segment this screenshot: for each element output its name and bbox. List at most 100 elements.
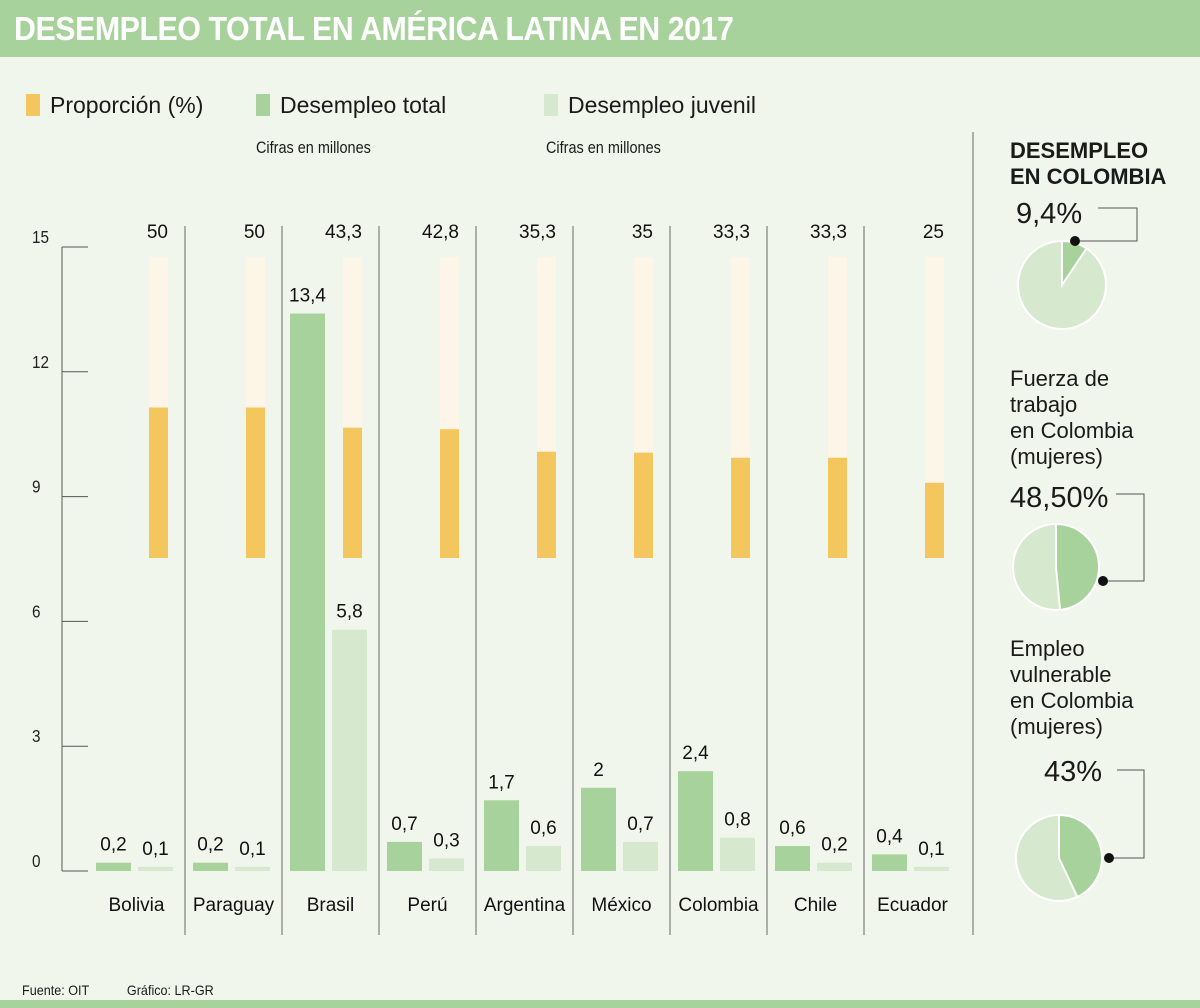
proporcion-bar <box>246 407 265 558</box>
juvenil-bar <box>235 866 270 871</box>
legend-label: Desempleo juvenil <box>568 91 756 118</box>
juvenil-value-label: 0,2 <box>821 835 847 856</box>
pie-label-vulnerable: Empleo vulnerable en Colombia (mujeres) <box>1010 636 1134 740</box>
header-bar: DESEMPLEO TOTAL EN AMÉRICA LATINA EN 201… <box>0 0 1200 57</box>
label-line: vulnerable <box>1010 662 1112 687</box>
juvenil-bar <box>138 866 173 871</box>
legend-swatch-total <box>256 94 270 116</box>
proporcion-value-label: 33,3 <box>713 222 750 243</box>
proporcion-bar <box>634 452 653 558</box>
legend-item-proporcion: Proporción (%) <box>26 92 203 118</box>
proporcion-bar <box>731 457 750 558</box>
proporcion-value-label: 50 <box>244 222 265 243</box>
category-label: Bolivia <box>109 895 165 916</box>
juvenil-value-label: 0,6 <box>530 818 556 839</box>
total-value-label: 0,7 <box>391 814 417 835</box>
juvenil-bar <box>720 837 755 871</box>
y-tick-label: 15 <box>32 227 49 247</box>
y-tick-label: 0 <box>32 851 41 871</box>
total-bar <box>290 313 325 871</box>
pie-value-vulnerable: 43% <box>1044 756 1103 788</box>
total-bar <box>678 771 713 871</box>
total-bar <box>387 841 422 871</box>
proporcion-bar <box>440 429 459 558</box>
side-title-line1: DESEMPLEO <box>1010 138 1149 163</box>
total-value-label: 0,6 <box>779 818 805 839</box>
pie-value-desempleo: 9,4% <box>1016 198 1083 230</box>
pie-slice <box>1058 813 1103 899</box>
proporcion-value-label: 42,8 <box>422 222 459 243</box>
juvenil-bar <box>526 846 561 871</box>
total-value-label: 13,4 <box>289 286 326 307</box>
pie-marker-dot <box>1098 576 1108 586</box>
category-label: Chile <box>794 895 837 916</box>
total-bar <box>581 787 616 871</box>
proporcion-bar <box>343 427 362 558</box>
side-title-line2: EN COLOMBIA <box>1010 164 1167 189</box>
category-label: Paraguay <box>193 895 275 916</box>
pie-label-fuerza: Fuerza de trabajo en Colombia (mujeres) <box>1010 366 1134 470</box>
juvenil-value-label: 0,1 <box>918 839 944 860</box>
pie-marker-dot <box>1104 853 1114 863</box>
y-tick-label: 3 <box>32 726 41 746</box>
total-value-label: 2 <box>593 760 604 781</box>
subtitle-total: Cifras en millones <box>256 138 371 157</box>
total-bar <box>872 854 907 871</box>
total-bar <box>193 862 228 871</box>
total-value-label: 0,4 <box>876 826 903 847</box>
category-label: Brasil <box>307 895 355 916</box>
total-value-label: 0,2 <box>100 835 126 856</box>
juvenil-value-label: 0,3 <box>433 831 459 852</box>
total-value-label: 1,7 <box>488 772 514 793</box>
total-bar <box>484 800 519 871</box>
category-label: Perú <box>407 895 447 916</box>
pie-connector <box>1103 493 1145 582</box>
total-value-label: 2,4 <box>682 743 709 764</box>
juvenil-value-label: 0,8 <box>724 810 750 831</box>
pie-connector <box>1109 769 1145 859</box>
juvenil-bar <box>914 866 949 871</box>
proporcion-bar <box>149 407 168 558</box>
label-line: (mujeres) <box>1010 714 1103 739</box>
total-bar <box>775 846 810 871</box>
pie-value-fuerza: 48,50% <box>1010 482 1109 514</box>
proporcion-bar <box>828 457 847 558</box>
label-line: Empleo <box>1010 636 1085 661</box>
proporcion-value-label: 50 <box>147 222 168 243</box>
proporcion-value-label: 43,3 <box>325 222 362 243</box>
proporcion-bar <box>537 451 556 558</box>
page-title: DESEMPLEO TOTAL EN AMÉRICA LATINA EN 201… <box>14 10 734 47</box>
bottom-bar <box>0 1000 1200 1008</box>
proporcion-value-label: 35 <box>632 222 653 243</box>
legend-label: Desempleo total <box>280 91 447 118</box>
proporcion-value-label: 35,3 <box>519 222 556 243</box>
legend-swatch-proporcion <box>26 94 40 116</box>
category-label: Colombia <box>678 895 759 916</box>
label-line: en Colombia <box>1010 688 1134 713</box>
total-bar <box>96 862 131 871</box>
legend-swatch-juvenil <box>544 94 558 116</box>
juvenil-bar <box>332 629 367 871</box>
footer: Fuente: OIT Gráfico: LR-GR <box>22 982 248 998</box>
juvenil-bar <box>623 841 658 871</box>
y-tick-label: 9 <box>32 476 41 496</box>
side-title: DESEMPLEO EN COLOMBIA <box>1010 138 1166 190</box>
juvenil-value-label: 0,1 <box>142 839 168 860</box>
y-tick-label: 6 <box>32 601 41 621</box>
proporcion-value-label: 33,3 <box>810 222 847 243</box>
subtitle-juvenil: Cifras en millones <box>546 138 661 157</box>
legend-item-juvenil: Desempleo juvenil <box>544 92 756 118</box>
label-line: (mujeres) <box>1010 444 1103 469</box>
label-line: Fuerza de <box>1010 366 1110 391</box>
label-line: en Colombia <box>1010 418 1134 443</box>
juvenil-value-label: 0,7 <box>627 814 653 835</box>
juvenil-value-label: 0,1 <box>239 839 265 860</box>
legend-item-total: Desempleo total <box>256 92 446 118</box>
juvenil-value-label: 5,8 <box>336 602 362 623</box>
total-value-label: 0,2 <box>197 835 223 856</box>
label-line: trabajo <box>1010 392 1078 417</box>
proporcion-bar <box>925 482 944 558</box>
juvenil-bar <box>817 862 852 871</box>
pie-slice <box>1055 522 1100 611</box>
